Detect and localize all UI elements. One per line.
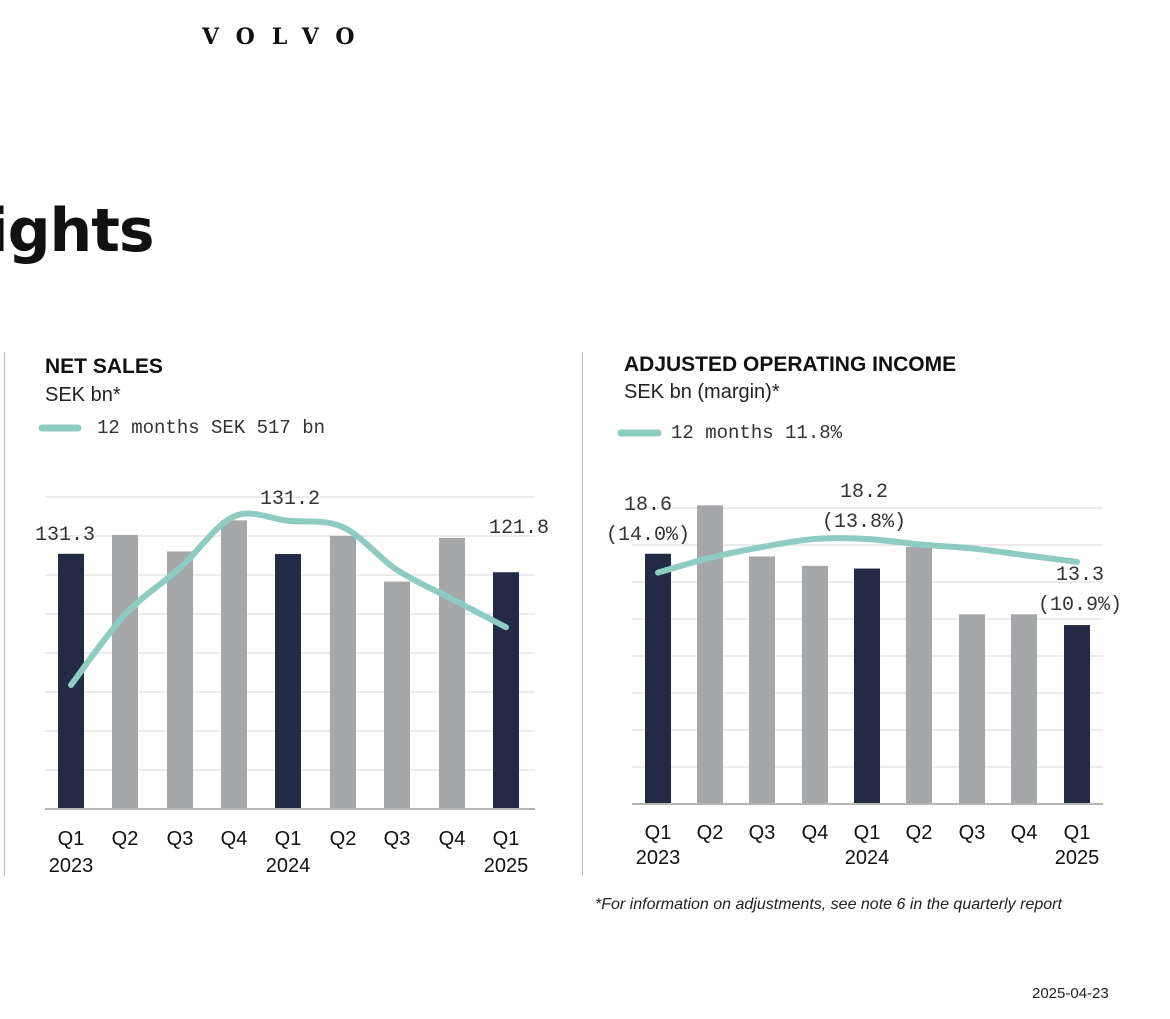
page-title: ights [0,196,155,266]
adj-op-income-data-label: (10.9%) [1038,594,1122,617]
net-sales-data-label: 121.8 [489,517,549,540]
net-sales-x-year-label: 2025 [484,855,529,877]
adj-op-income-x-tick-label: Q1 [1064,822,1091,844]
adj-op-income-bar [1011,614,1037,804]
adj-op-income-x-year-label: 2023 [636,847,681,869]
adj-op-income-x-tick-label: Q3 [959,822,986,844]
adj-op-income-data-label: 18.6 [624,494,672,517]
adj-op-income-x-year-label: 2024 [845,847,890,869]
net-sales-legend-label: 12 months SEK 517 bn [97,417,325,439]
net-sales-x-tick-label: Q1 [58,828,85,850]
net-sales-x-tick-label: Q4 [439,828,466,850]
adj-op-income-x-tick-label: Q2 [906,822,933,844]
net-sales-trend-line [68,510,509,688]
adj-op-income-data-label: (13.8%) [822,511,906,534]
net-sales-chart-subtitle: SEK bn* [45,384,121,406]
adj-op-income-bar [802,565,828,804]
adj-op-income-bar [1064,625,1090,804]
adj-op-income-data-label: 13.3 [1056,564,1104,587]
adj-op-income-x-tick-label: Q4 [1011,822,1038,844]
adj-op-income-data-label: 18.2 [840,481,888,504]
net-sales-data-label: 131.2 [260,488,320,511]
adj-op-income-x-tick-label: Q4 [802,822,829,844]
net-sales-bar [330,535,356,809]
net-sales-bar [384,581,410,809]
net-sales-x-tick-label: Q1 [275,828,302,850]
adj-op-income-bar [645,553,671,804]
net-sales-bar [221,520,247,809]
net-sales-x-tick-label: Q3 [167,828,194,850]
adj-op-income-legend-label: 12 months 11.8% [671,422,843,444]
panel-divider [582,352,583,876]
net-sales-chart-title: NET SALES [45,355,163,378]
adj-op-income-bar [854,568,880,804]
adj-op-income-chart-title: ADJUSTED OPERATING INCOME [624,353,956,376]
adj-op-income-x-tick-label: Q2 [697,822,724,844]
net-sales-bar [439,537,465,809]
adj-op-income-bar [959,614,985,804]
left-edge-divider [4,352,5,876]
net-sales-bar [167,551,193,809]
adj-op-income-bar [749,556,775,804]
net-sales-bar [275,553,301,809]
net-sales-x-tick-label: Q4 [221,828,248,850]
net-sales-x-tick-label: Q1 [493,828,520,850]
net-sales-x-tick-label: Q2 [330,828,357,850]
net-sales-bar [112,534,138,809]
report-date: 2025-04-23 [1032,985,1109,1002]
net-sales-data-label: 131.3 [35,524,95,547]
adj-op-income-x-year-label: 2025 [1055,847,1100,869]
adj-op-income-data-label: (14.0%) [606,524,690,547]
volvo-logo: VOLVO [202,24,372,50]
net-sales-bar [493,572,519,809]
adj-op-income-x-tick-label: Q1 [645,822,672,844]
net-sales-x-year-label: 2023 [49,855,94,877]
adj-op-income-x-tick-label: Q3 [749,822,776,844]
net-sales-x-year-label: 2024 [266,855,311,877]
adj-op-income-trend-line [655,535,1080,576]
net-sales-x-tick-label: Q2 [112,828,139,850]
adjustments-footnote: *For information on adjustments, see not… [595,896,1062,913]
adj-op-income-chart-subtitle: SEK bn (margin)* [624,381,780,403]
adj-op-income-x-tick-label: Q1 [854,822,881,844]
adj-op-income-bar [697,505,723,804]
net-sales-x-tick-label: Q3 [384,828,411,850]
adj-op-income-bar [906,547,932,804]
